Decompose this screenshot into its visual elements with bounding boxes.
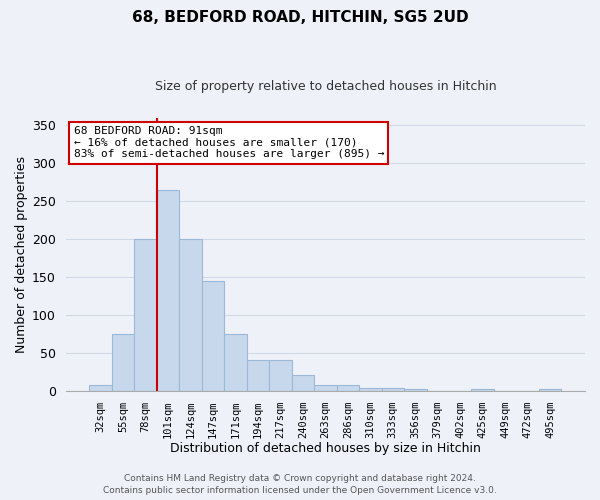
Bar [269,360,292,390]
X-axis label: Distribution of detached houses by size in Hitchin: Distribution of detached houses by size … [170,442,481,455]
Bar [314,386,337,390]
Bar [382,388,404,390]
Bar [157,190,179,390]
Bar [112,334,134,390]
Bar [337,386,359,390]
Title: Size of property relative to detached houses in Hitchin: Size of property relative to detached ho… [155,80,496,93]
Bar [359,388,382,390]
Bar [134,239,157,390]
Bar [202,280,224,390]
Bar [179,239,202,390]
Text: Contains HM Land Registry data © Crown copyright and database right 2024.
Contai: Contains HM Land Registry data © Crown c… [103,474,497,495]
Bar [404,389,427,390]
Bar [472,389,494,390]
Bar [247,360,269,390]
Bar [89,386,112,390]
Text: 68, BEDFORD ROAD, HITCHIN, SG5 2UD: 68, BEDFORD ROAD, HITCHIN, SG5 2UD [131,10,469,25]
Bar [292,376,314,390]
Text: 68 BEDFORD ROAD: 91sqm
← 16% of detached houses are smaller (170)
83% of semi-de: 68 BEDFORD ROAD: 91sqm ← 16% of detached… [74,126,384,159]
Y-axis label: Number of detached properties: Number of detached properties [15,156,28,352]
Bar [539,389,562,390]
Bar [224,334,247,390]
